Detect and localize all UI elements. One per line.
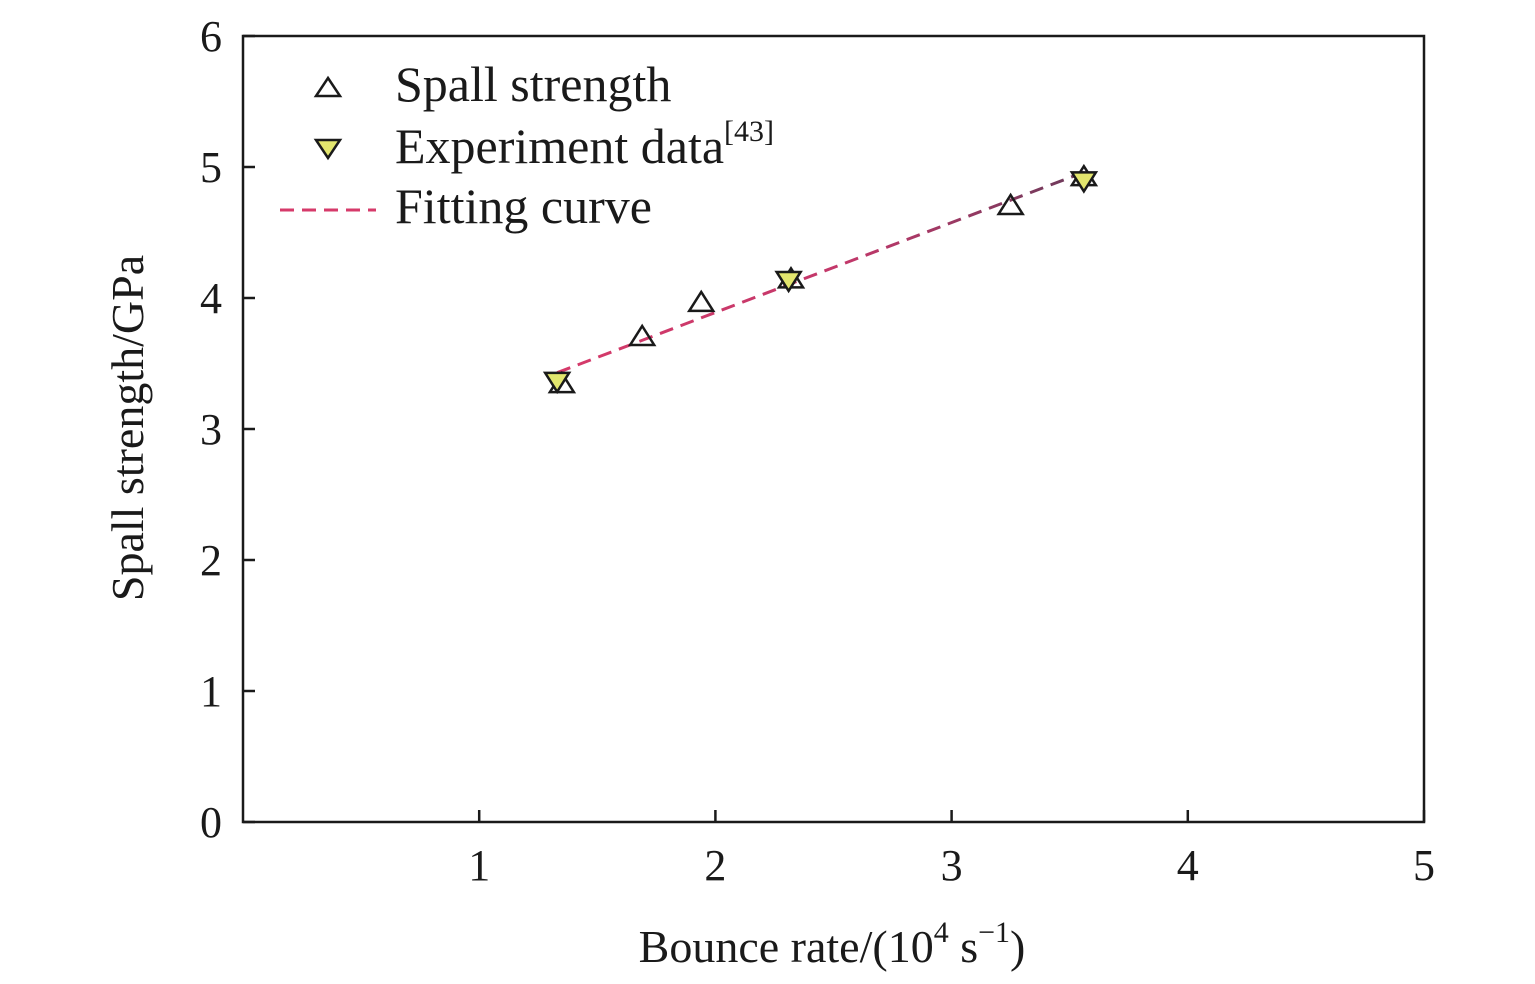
data-markers xyxy=(542,163,1099,395)
legend-label-fitting-curve: Fitting curve xyxy=(395,178,652,234)
x-tick-label: 3 xyxy=(941,841,963,890)
y-tick-label: 1 xyxy=(200,667,222,716)
y-axis-label: Spall strength/GPa xyxy=(102,255,153,601)
y-tick-label: 2 xyxy=(200,536,222,585)
experiment-data-point xyxy=(542,371,572,395)
spall-strength-point xyxy=(686,289,716,313)
experiment-data-point xyxy=(1069,171,1099,194)
legend: Spall strength Experiment data[43] Fitti… xyxy=(280,56,774,234)
y-tick-label: 6 xyxy=(200,12,222,61)
spall-strength-point xyxy=(996,192,1025,216)
x-tick-label: 1 xyxy=(468,841,490,890)
experiment-data-point xyxy=(774,270,803,294)
legend-item-experiment-data: Experiment data[43] xyxy=(313,115,774,174)
legend-label-spall-strength: Spall strength xyxy=(395,56,671,112)
fitting-curve-line xyxy=(556,170,1085,375)
y-tick-label: 4 xyxy=(200,274,222,323)
y-tick-label: 0 xyxy=(200,798,222,847)
legend-triangle-up-marker xyxy=(313,75,343,98)
y-tick-label: 3 xyxy=(200,405,222,454)
axis-ticks: 1 2 3 4 5 0 1 2 3 4 5 6 xyxy=(200,12,1435,890)
legend-item-spall-strength: Spall strength xyxy=(313,56,671,112)
fitting-curve-layer xyxy=(556,170,1085,375)
x-tick-label: 2 xyxy=(704,841,726,890)
x-tick-label: 4 xyxy=(1177,841,1199,890)
y-tick-label: 5 xyxy=(200,143,222,192)
x-tick-label: 5 xyxy=(1413,841,1435,890)
legend-item-fitting-curve: Fitting curve xyxy=(280,178,652,234)
x-axis-label: Bounce rate/(104 s−1) xyxy=(639,916,1026,972)
legend-label-experiment-data: Experiment data[43] xyxy=(395,115,774,174)
legend-triangle-down-marker xyxy=(313,138,343,161)
spall-strength-point xyxy=(627,323,657,347)
